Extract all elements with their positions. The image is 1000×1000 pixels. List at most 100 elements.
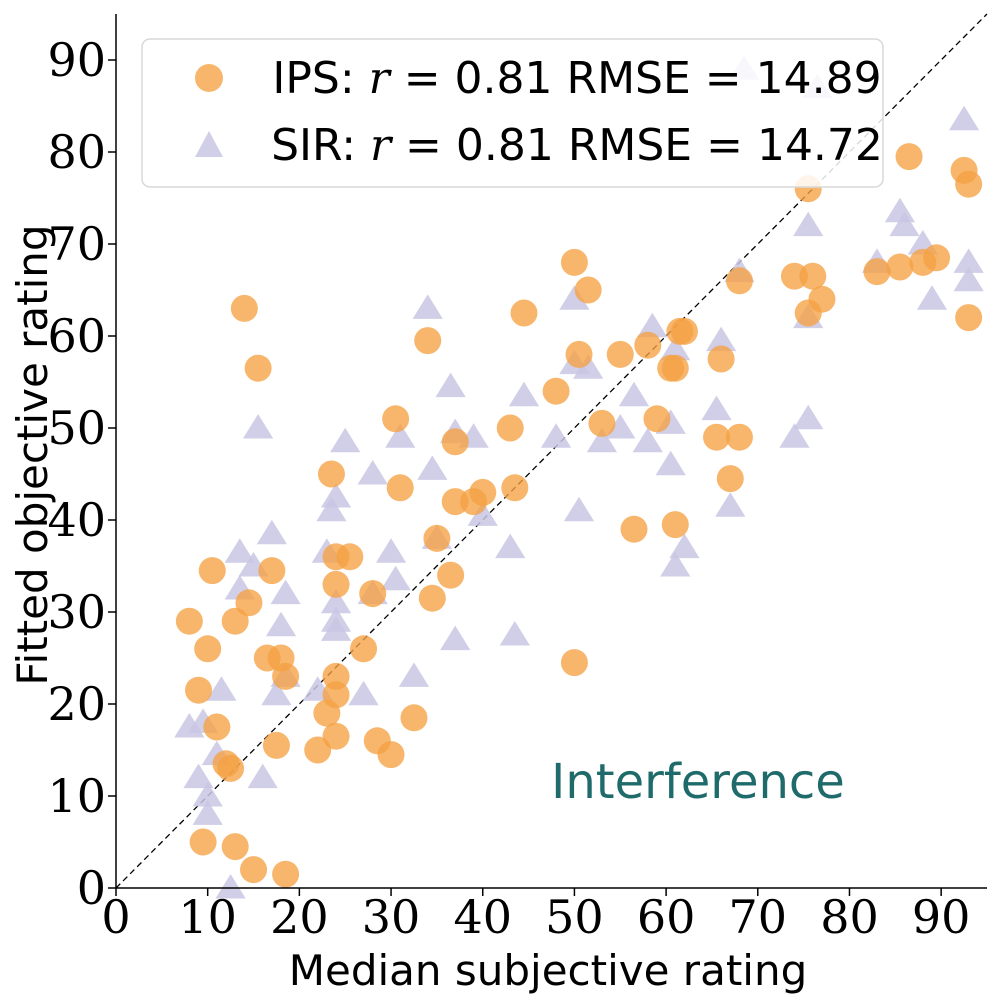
ips-point bbox=[217, 754, 245, 782]
legend-sir-colon: : bbox=[341, 120, 370, 171]
x-tick-label: 30 bbox=[362, 890, 421, 944]
sir-point bbox=[660, 552, 691, 577]
sir-point bbox=[417, 455, 448, 480]
ips-point bbox=[240, 856, 268, 884]
ips-point bbox=[565, 340, 593, 368]
ips-point bbox=[955, 304, 983, 332]
sir-point bbox=[793, 211, 824, 237]
ips-point bbox=[322, 570, 350, 598]
sir-point bbox=[247, 763, 278, 789]
ips-point bbox=[382, 405, 410, 433]
ips-point bbox=[574, 276, 602, 304]
ips-point bbox=[643, 405, 671, 433]
ips-point bbox=[423, 524, 451, 552]
ips-point bbox=[923, 244, 951, 272]
legend: IPS: r = 0.81 RMSE = 14.89 SIR: r = 0.81… bbox=[141, 38, 884, 188]
sir-point bbox=[508, 381, 540, 407]
x-tick-label: 80 bbox=[820, 890, 879, 944]
legend-sir-marker bbox=[195, 131, 223, 157]
ips-point bbox=[235, 589, 263, 617]
ips-point bbox=[194, 635, 222, 663]
sir-point bbox=[316, 496, 347, 522]
x-tick-label: 50 bbox=[545, 890, 604, 944]
ips-point bbox=[350, 635, 378, 663]
sir-point bbox=[320, 616, 352, 641]
legend-ips-colon: : bbox=[340, 53, 369, 104]
sir-point bbox=[540, 423, 572, 448]
sir-point bbox=[715, 492, 746, 517]
ips-point bbox=[304, 736, 332, 764]
ips-point bbox=[322, 722, 350, 750]
legend-ips-r: r bbox=[369, 53, 393, 104]
y-tick-label: 70 bbox=[47, 217, 106, 271]
ips-point bbox=[400, 704, 428, 732]
sir-point bbox=[889, 211, 920, 237]
x-tick-label: 20 bbox=[270, 890, 329, 944]
ips-point bbox=[437, 561, 465, 589]
sir-point bbox=[320, 588, 352, 614]
ips-point bbox=[707, 345, 735, 373]
y-tick-label: 30 bbox=[47, 585, 106, 639]
y-tick-label: 10 bbox=[47, 769, 106, 823]
ips-point bbox=[336, 543, 364, 571]
ips-point bbox=[189, 828, 217, 856]
sir-point bbox=[618, 381, 650, 407]
sir-point bbox=[242, 414, 274, 439]
sir-point bbox=[440, 625, 471, 651]
legend-ips-name: IPS bbox=[272, 53, 339, 104]
ips-point bbox=[185, 676, 213, 704]
ips-point bbox=[386, 474, 414, 502]
ips-point bbox=[272, 860, 300, 888]
x-tick-label: 0 bbox=[101, 890, 130, 944]
ips-point bbox=[221, 833, 249, 861]
ips-point bbox=[272, 662, 300, 690]
sir-point bbox=[435, 372, 466, 398]
sir-point bbox=[320, 483, 352, 508]
identity-diagonal-line bbox=[115, 13, 988, 889]
ips-point bbox=[377, 741, 405, 769]
sir-point bbox=[916, 285, 948, 310]
plot-area bbox=[115, 13, 988, 889]
sir-point bbox=[793, 404, 824, 430]
ips-point bbox=[244, 354, 272, 382]
ips-point bbox=[670, 317, 698, 345]
ips-point bbox=[725, 423, 753, 451]
sir-point bbox=[669, 533, 700, 559]
ips-point bbox=[863, 258, 891, 286]
y-tick-label: 50 bbox=[47, 401, 106, 455]
y-tick-label: 0 bbox=[77, 861, 106, 915]
ips-point bbox=[175, 607, 203, 635]
ips-point bbox=[620, 515, 648, 543]
y-tick-label: 60 bbox=[47, 309, 106, 363]
y-axis-label: Fitted objective rating bbox=[8, 224, 57, 685]
sir-point bbox=[380, 565, 411, 591]
axes bbox=[108, 14, 987, 896]
sir-point bbox=[605, 414, 636, 439]
sir-point bbox=[398, 662, 430, 687]
ips-point bbox=[418, 584, 446, 612]
ips-point bbox=[317, 460, 345, 488]
sir-point bbox=[655, 450, 686, 476]
ips-point bbox=[262, 731, 290, 759]
y-tick-label: 20 bbox=[47, 677, 106, 731]
ips-point bbox=[359, 580, 387, 608]
x-axis-label: Median subjective rating bbox=[289, 946, 807, 995]
sir-point bbox=[385, 423, 416, 448]
sir-point bbox=[192, 782, 223, 807]
ips-point bbox=[560, 248, 588, 276]
y-tick-label: 40 bbox=[47, 493, 106, 547]
sir-point bbox=[224, 538, 255, 563]
data-points bbox=[174, 55, 984, 899]
sir-point bbox=[563, 496, 595, 522]
sir-point bbox=[330, 427, 361, 453]
sir-point bbox=[884, 197, 916, 223]
ips-point bbox=[661, 354, 689, 382]
sir-point bbox=[261, 680, 292, 706]
ips-point bbox=[716, 465, 744, 493]
legend-ips-marker bbox=[195, 64, 223, 92]
sir-point bbox=[705, 326, 737, 352]
sir-point bbox=[270, 579, 301, 605]
legend-box bbox=[141, 38, 884, 188]
ips-point bbox=[808, 285, 836, 313]
interference-annotation: Interference bbox=[551, 754, 845, 810]
